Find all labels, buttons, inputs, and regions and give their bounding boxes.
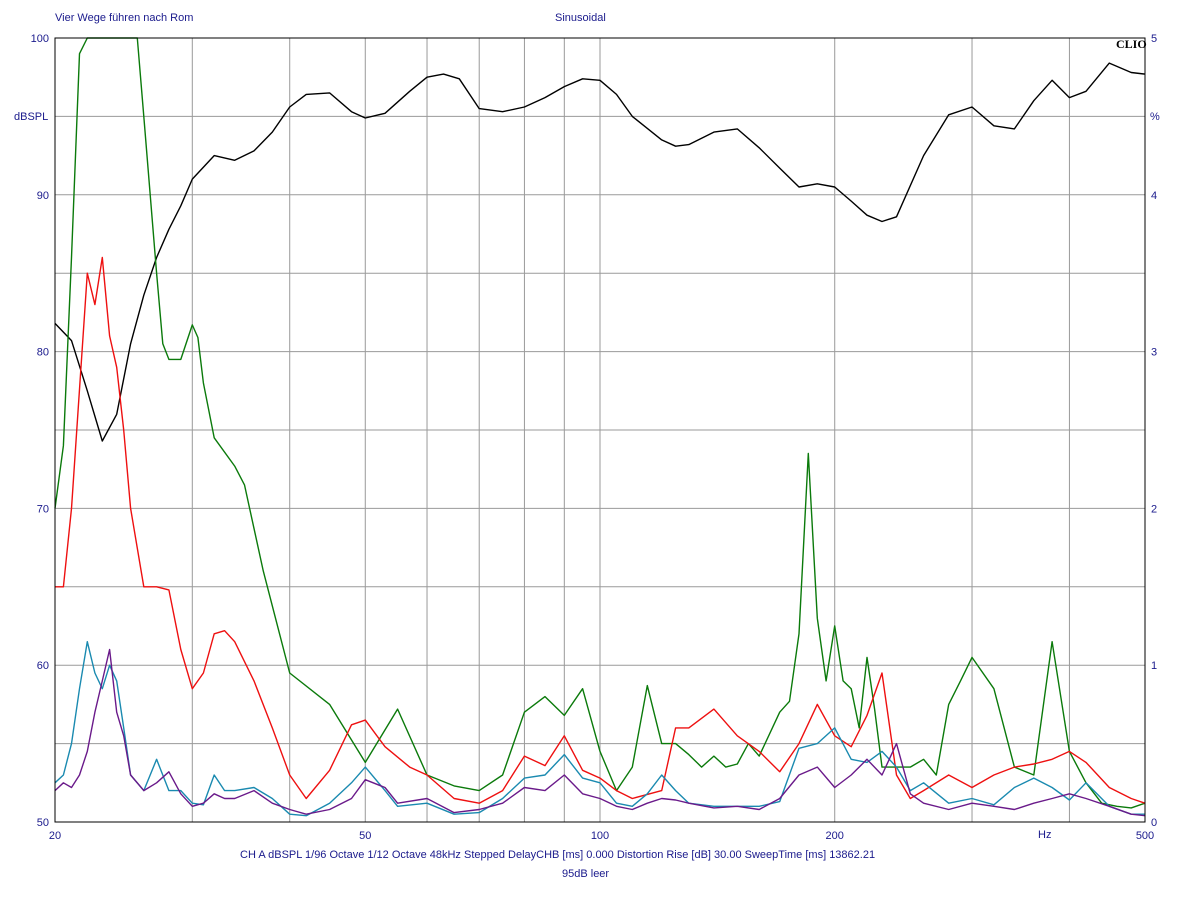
clio-brand-logo: CLIO (1116, 37, 1147, 51)
series-line-purple (54, 648, 1146, 817)
x-tick-label: 500 (1136, 830, 1154, 842)
y-tick-label: 90 (37, 190, 49, 202)
x-tick-label: 50 (359, 830, 371, 842)
y2-tick-label: 4 (1151, 190, 1157, 202)
footer-caption: 95dB leer (562, 868, 610, 880)
y-tick-label: 100 (31, 33, 49, 45)
chart-title-center: Sinusoidal (555, 12, 606, 24)
series-line-cyan (54, 641, 1145, 817)
settings-line: CH A dBSPL 1/96 Octave 1/12 Octave 48kHz… (240, 849, 876, 861)
x-tick-label: 100 (591, 830, 609, 842)
y2-tick-label: 2 (1151, 503, 1157, 515)
y2-tick-label: 5 (1151, 33, 1157, 45)
series-line-green (54, 37, 1146, 809)
grid (55, 38, 1145, 822)
series-layer (54, 37, 1146, 817)
y-tick-label: 60 (37, 660, 49, 672)
y2-tick-label: 3 (1151, 347, 1157, 359)
y-axis-label: dBSPL (14, 111, 49, 123)
y2-tick-label: 0 (1151, 817, 1157, 829)
x-axis-label: Hz (1038, 829, 1052, 841)
chart-title-left: Vier Wege führen nach Rom (55, 12, 194, 24)
x-tick-label: 20 (49, 830, 61, 842)
y-tick-label: 80 (37, 347, 49, 359)
y2-axis-label: % (1150, 111, 1160, 123)
plot-frame (54, 37, 1146, 823)
y-tick-label: 50 (37, 817, 49, 829)
y2-tick-label: 1 (1151, 660, 1157, 672)
series-line-red (55, 256, 1146, 804)
x-tick-label: 200 (826, 830, 844, 842)
y-tick-label: 70 (37, 503, 49, 515)
series-line-black (54, 62, 1146, 442)
